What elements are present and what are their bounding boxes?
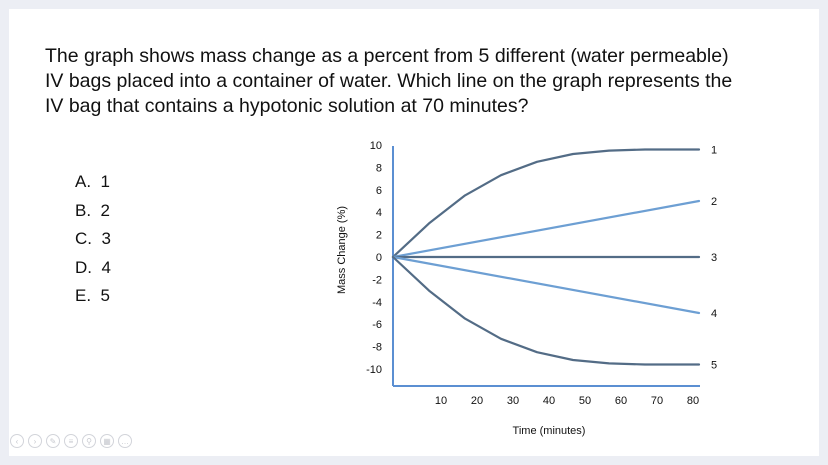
y-tick-label: 6 bbox=[376, 185, 382, 197]
option-b: B. 2 bbox=[75, 200, 110, 220]
series-label-3: 3 bbox=[711, 252, 717, 264]
series-label-2: 2 bbox=[711, 196, 717, 208]
series-line-5 bbox=[391, 255, 701, 366]
series-line-1 bbox=[391, 148, 701, 259]
series-line-4 bbox=[391, 255, 701, 315]
y-tick-label: 10 bbox=[370, 140, 382, 152]
pen-icon[interactable]: ✎ bbox=[46, 434, 60, 448]
series-line-2 bbox=[391, 199, 701, 259]
menu-icon[interactable]: ≡ bbox=[64, 434, 78, 448]
next-icon[interactable]: › bbox=[28, 434, 42, 448]
x-tick-label: 30 bbox=[507, 395, 519, 407]
x-tick-label: 80 bbox=[687, 395, 699, 407]
y-tick-label: 2 bbox=[376, 230, 382, 242]
x-tick-label: 40 bbox=[543, 395, 555, 407]
search-icon[interactable]: ⚲ bbox=[82, 434, 96, 448]
option-a: A. 1 bbox=[75, 172, 110, 191]
option-d: D. 4 bbox=[75, 257, 111, 277]
y-tick-label: 4 bbox=[376, 207, 382, 219]
y-tick-label: -8 bbox=[372, 342, 382, 354]
series-label-1: 1 bbox=[711, 144, 717, 156]
question-text: The graph shows mass change as a percent… bbox=[45, 45, 733, 117]
x-tick-label: 20 bbox=[471, 395, 483, 407]
y-axis-title: Mass Change (%) bbox=[336, 206, 348, 294]
y-tick-label: -4 bbox=[372, 297, 382, 309]
slide: The graph shows mass change as a percent… bbox=[9, 9, 819, 456]
x-tick-label: 70 bbox=[651, 395, 663, 407]
series-label-4: 4 bbox=[711, 308, 717, 320]
x-tick-label: 10 bbox=[435, 395, 447, 407]
presentation-controls: ‹ › ✎ ≡ ⚲ ▦ … bbox=[10, 434, 132, 448]
option-c: C. 3 bbox=[75, 229, 111, 248]
y-tick-label: 0 bbox=[376, 252, 382, 264]
y-tick-label: -10 bbox=[366, 364, 382, 376]
answer-options: A. 1 B. 2 C. 3 D. 4 E. 5 bbox=[75, 168, 111, 311]
slides-icon[interactable]: ▦ bbox=[100, 434, 114, 448]
y-tick-label: -2 bbox=[372, 274, 382, 286]
y-tick-label: 8 bbox=[376, 162, 382, 174]
series-label-5: 5 bbox=[711, 360, 717, 372]
previous-icon[interactable]: ‹ bbox=[10, 434, 24, 448]
x-axis-title: Time (minutes) bbox=[513, 425, 586, 437]
x-tick-label: 60 bbox=[615, 395, 627, 407]
option-e: E. 5 bbox=[75, 286, 110, 305]
x-tick-label: 50 bbox=[579, 395, 591, 407]
y-tick-label: -6 bbox=[372, 319, 382, 331]
more-icon[interactable]: … bbox=[118, 434, 132, 448]
